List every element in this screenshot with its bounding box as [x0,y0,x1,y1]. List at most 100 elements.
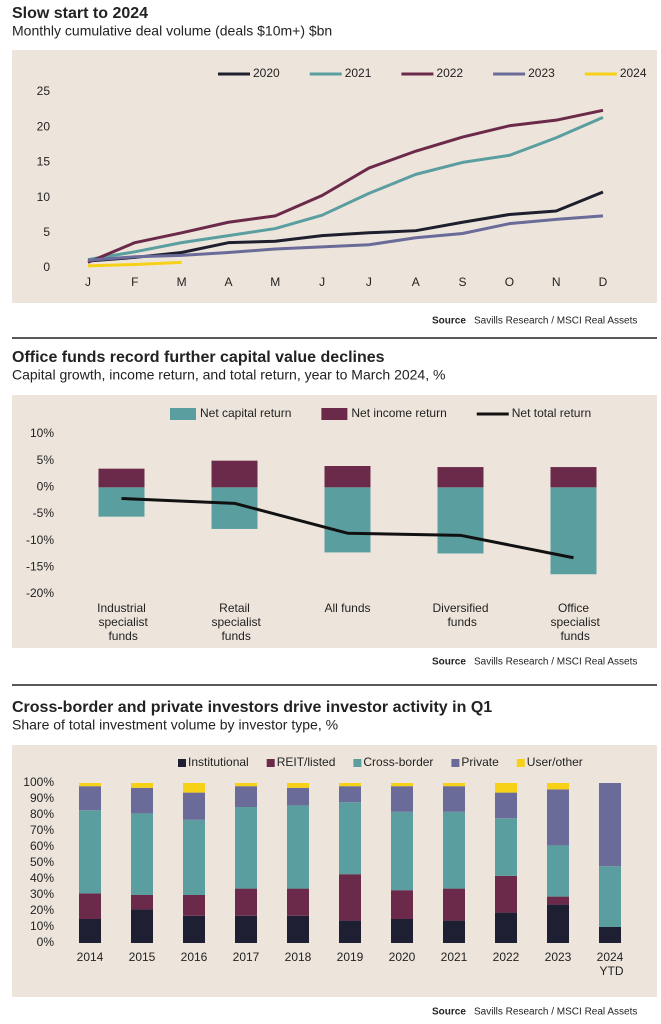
bar-segment [287,888,309,916]
x-tick-label: 2019 [337,950,364,964]
bar-segment [183,895,205,916]
bar-segment [79,893,101,919]
series-line [121,497,574,560]
series-line [87,115,604,262]
bar-segment [324,487,371,553]
y-tick-label: 0 [43,260,50,274]
bar-segment [547,789,569,846]
bar-segment [287,805,309,889]
series-line [87,260,182,268]
bar-segment [339,783,361,787]
legend-label: Cross-border [363,755,433,769]
y-tick-label: 40% [30,871,54,885]
chart-title: Office funds record further capital valu… [12,349,385,366]
bar-segment [79,783,101,787]
x-tick-label: O [505,275,514,289]
bar-segment [339,874,361,921]
legend-swatch [353,759,362,767]
bar-segment [98,487,145,517]
legend-label: 2021 [345,66,372,80]
bar-segment [131,783,153,788]
bar-segment [443,811,465,889]
bar-segment [495,912,517,943]
bar-segment [235,783,257,787]
legend-label: REIT/listed [277,755,336,769]
bar-segment [324,466,371,488]
bar-segment [131,895,153,910]
y-tick-label: 10 [37,190,51,204]
bar-segment [495,783,517,793]
x-tick-label: 2016 [181,950,208,964]
bar-segment [391,783,413,787]
bar-segment [547,783,569,790]
chart-title: Cross-border and private investors drive… [12,699,492,716]
bar-segment [131,787,153,814]
x-tick-label: A [412,275,420,289]
legend-label: Net capital return [200,406,291,420]
legend-label: 2020 [253,66,280,80]
bar-segment [79,786,101,811]
bar-segment [131,909,153,943]
source-label: Source [432,1007,466,1018]
bar-segment [287,783,309,788]
x-tick-label: 2017 [233,950,260,964]
legend-label: 2024 [620,66,647,80]
y-tick-label: -20% [26,586,54,600]
x-tick-label: 2014 [77,950,104,964]
bar-segment [339,802,361,875]
x-tick-label: J [85,275,91,289]
y-tick-label: 30% [30,887,54,901]
y-tick-label: 90% [30,791,54,805]
bar-segment [287,915,309,943]
legend-swatch [321,408,348,420]
bar-segment [183,792,205,820]
y-tick-label: 10% [30,426,54,440]
bar-segment [443,786,465,812]
x-tick-label: Industrial specialist funds [95,601,148,643]
x-tick-label: N [552,275,561,289]
x-tick-label: Retail specialist funds [208,601,261,643]
y-tick-label: 0% [37,935,55,949]
x-tick-label: F [131,275,138,289]
bar-segment [495,792,517,819]
bar-segment [235,786,257,807]
legend-label: Private [461,755,499,769]
bar-segment [547,845,569,897]
x-tick-label: S [459,275,467,289]
bar-segment [211,460,258,488]
bar-segment [599,927,621,943]
x-tick-label: 2023 [545,950,572,964]
bar-segment [495,818,517,876]
source-label: Source [432,657,466,668]
y-tick-label: 15 [37,155,51,169]
legend-label: Net total return [512,406,591,420]
legend-label: User/other [527,755,583,769]
x-tick-label: M [177,275,187,289]
x-tick-label: 2021 [441,950,468,964]
y-tick-label: 5% [37,453,55,467]
bar-segment [547,896,569,905]
y-tick-label: 80% [30,807,54,821]
bar-segment [437,487,484,554]
bar-segment [339,920,361,943]
legend-swatch [516,759,525,767]
x-tick-label: 2024 YTD [596,950,623,978]
legend-label: Net income return [351,406,446,420]
bar-segment [437,467,484,488]
x-tick-label: 2018 [285,950,312,964]
bar-segment [550,487,597,575]
bar-segment [131,813,153,895]
legend-label: 2022 [436,66,463,80]
bar-segment [235,807,257,889]
panel [12,50,657,303]
legend-label: 2023 [528,66,555,80]
y-tick-label: 20% [30,903,54,917]
y-tick-label: 60% [30,839,54,853]
source: Savills Research / MSCI Real Assets [474,1007,637,1018]
bar-segment [183,915,205,943]
bar-segment [391,919,413,943]
bar-segment [599,866,621,927]
x-tick-label: J [366,275,372,289]
y-tick-label: -10% [26,533,54,547]
